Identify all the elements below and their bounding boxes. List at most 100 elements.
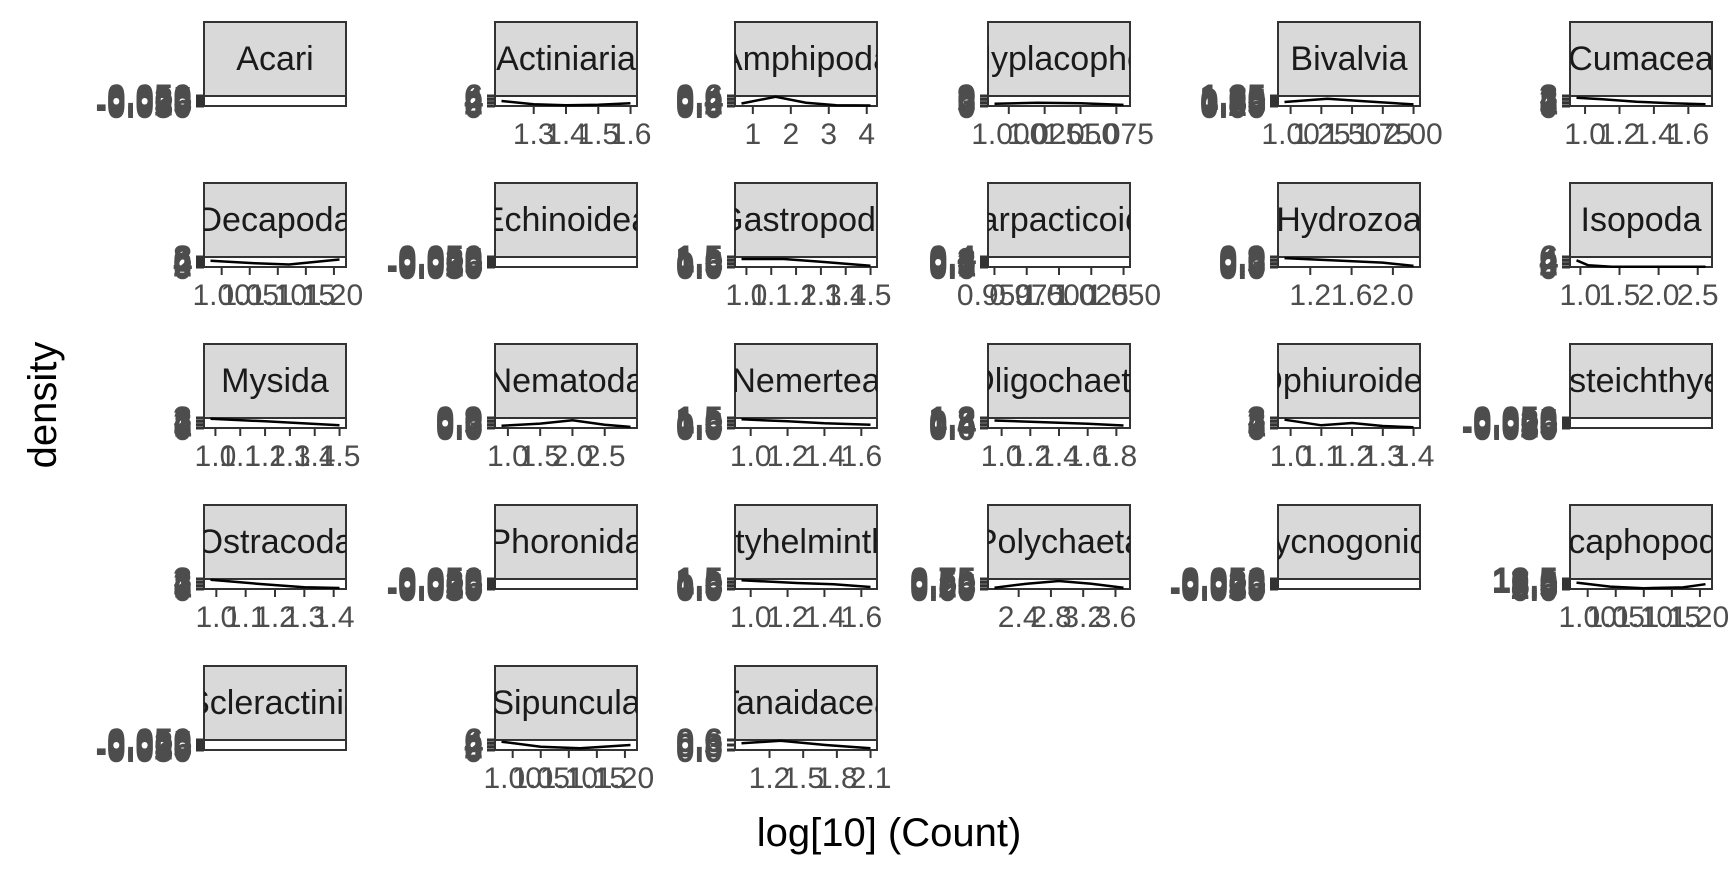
x-tick-label: 1.0 (730, 440, 772, 473)
y-tick-label: 0.75 (910, 561, 976, 599)
y-tick-label: 0.3 (436, 407, 483, 445)
y-tick-label: 0 (173, 249, 192, 287)
x-tick-label: 1.2 (254, 601, 296, 634)
x-tick-label: 2.5 (1677, 279, 1719, 312)
y-tick-label: 0.00 (910, 571, 976, 609)
x-tick-label: 1.50 (1323, 118, 1381, 151)
strip-label: Osteichthyes (1543, 362, 1734, 400)
y-tick-label: 0.000 (107, 727, 192, 765)
y-tick-label: 1 (173, 568, 192, 606)
y-tick-label: 1.5 (676, 400, 723, 438)
y-tick-label: -0.025 (387, 569, 483, 607)
strip-label: Oligochaeta (968, 362, 1150, 400)
y-tick-label: 3 (957, 85, 976, 123)
x-tick-label: 1.0 (726, 279, 768, 312)
x-tick-label: 0.975 (989, 279, 1064, 312)
strip-background (734, 182, 878, 258)
y-tick-label: 6 (173, 242, 192, 280)
x-tick-label: 1.05 (1587, 601, 1645, 634)
strip-label: Gastropoda (717, 201, 895, 239)
x-tick-label: 1.20 (305, 279, 363, 312)
y-tick-label: 0.000 (1473, 405, 1558, 443)
strip-label: Scleractinia (187, 684, 363, 722)
density-curve (994, 579, 1124, 589)
y-tick-label: 2 (1247, 403, 1266, 441)
y-tick-label: 0 (1539, 249, 1558, 287)
x-tick-label: 1.6 (840, 601, 882, 634)
strip-background (1569, 182, 1713, 258)
x-tick-label: 1.8 (1096, 440, 1138, 473)
y-tick-label: -0.025 (96, 730, 192, 768)
strip-background (1277, 504, 1421, 580)
x-tick-label: 1.2 (1009, 440, 1051, 473)
facet-panel: Bivalvia0.000.250.500.751.001.251.001.25… (1200, 21, 1443, 151)
y-tick-label: -0.050 (387, 249, 483, 287)
y-tick-label: 0.025 (107, 81, 192, 119)
facet-panel: Tanaidacea 0.00.30.6 1.21.51.82.1 (676, 665, 891, 795)
x-tick-label: 0.950 (957, 279, 1032, 312)
density-curve (1284, 97, 1414, 106)
y-tick-label: 0.9 (1219, 239, 1266, 277)
y-tick-label: 7.5 (1511, 565, 1558, 603)
x-tick-label: 1.3 (800, 279, 842, 312)
y-tick-label: 1.2 (929, 400, 976, 438)
y-tick-label: -0.050 (96, 732, 192, 770)
x-tick-label: 1.3 (269, 440, 311, 473)
strip-background (1277, 21, 1421, 97)
x-tick-label: 1.10 (1615, 601, 1673, 634)
y-tick-label: 3 (173, 400, 192, 438)
strip-label: Phoronida (488, 523, 643, 561)
panel-plot-area (203, 95, 347, 107)
y-tick-label: 1.00 (1200, 80, 1266, 118)
x-tick-label: 2.4 (998, 601, 1040, 634)
panel-plot-area (987, 578, 1131, 590)
y-tick-label: 0.50 (910, 564, 976, 602)
strip-label: Pycnogonida (1251, 523, 1448, 561)
x-tick-label: 1.6 (1067, 440, 1109, 473)
y-tick-label: 10.0 (1492, 563, 1558, 601)
y-tick-label: 0.50 (1200, 84, 1266, 122)
x-tick-label: 1.000 (1021, 279, 1096, 312)
y-tick-label: 0 (464, 88, 483, 126)
y-tick-label: -0.050 (1170, 571, 1266, 609)
strip-label: Acari (236, 40, 313, 78)
x-tick-label: 1.000 (971, 118, 1046, 151)
y-tick-label: 4 (464, 81, 483, 119)
y-tick-label: 1 (1539, 85, 1558, 123)
x-tick-label: 1.5 (577, 118, 619, 151)
strip-background (987, 343, 1131, 419)
y-tick-label: 0.8 (929, 403, 976, 441)
x-tick-label: 1.4 (545, 118, 587, 151)
x-tick-label: 4 (858, 118, 875, 151)
x-tick-label: 1.6 (610, 118, 652, 151)
strip-label: Bivalvia (1290, 40, 1407, 78)
x-tick-label: 1.4 (804, 601, 846, 634)
facet-panel: Scaphopoda0.02.55.07.510.012.51.001.051.… (1492, 504, 1729, 634)
y-tick-label: 3 (1539, 78, 1558, 116)
y-tick-label: 0.025 (398, 564, 483, 602)
density-curve (501, 99, 631, 107)
x-tick-label: 3.2 (1062, 601, 1104, 634)
x-tick-label: 1.6 (840, 440, 882, 473)
x-tick-label: 1.4 (1393, 440, 1435, 473)
y-axis-title: density (21, 342, 65, 469)
facet-panel: Amphipoda 0.00.20.40.6 1 2 3 4 (676, 21, 878, 151)
x-tick-label: 1.5 (519, 440, 561, 473)
density-curve (994, 101, 1124, 107)
x-tick-label: 1.2 (749, 762, 791, 795)
x-tick-label: 2.0 (1638, 279, 1680, 312)
y-tick-label: -0.050 (96, 88, 192, 126)
y-tick-label: 0.025 (1181, 564, 1266, 602)
y-tick-label: -0.025 (96, 86, 192, 124)
facet-panel: Polychaeta 0.000.250.500.75 2.42.83.23.6 (910, 504, 1136, 634)
x-tick-label: 1.00 (192, 279, 250, 312)
y-tick-label: 0.4 (929, 407, 976, 445)
x-tick-label: 1.0 (1270, 440, 1312, 473)
